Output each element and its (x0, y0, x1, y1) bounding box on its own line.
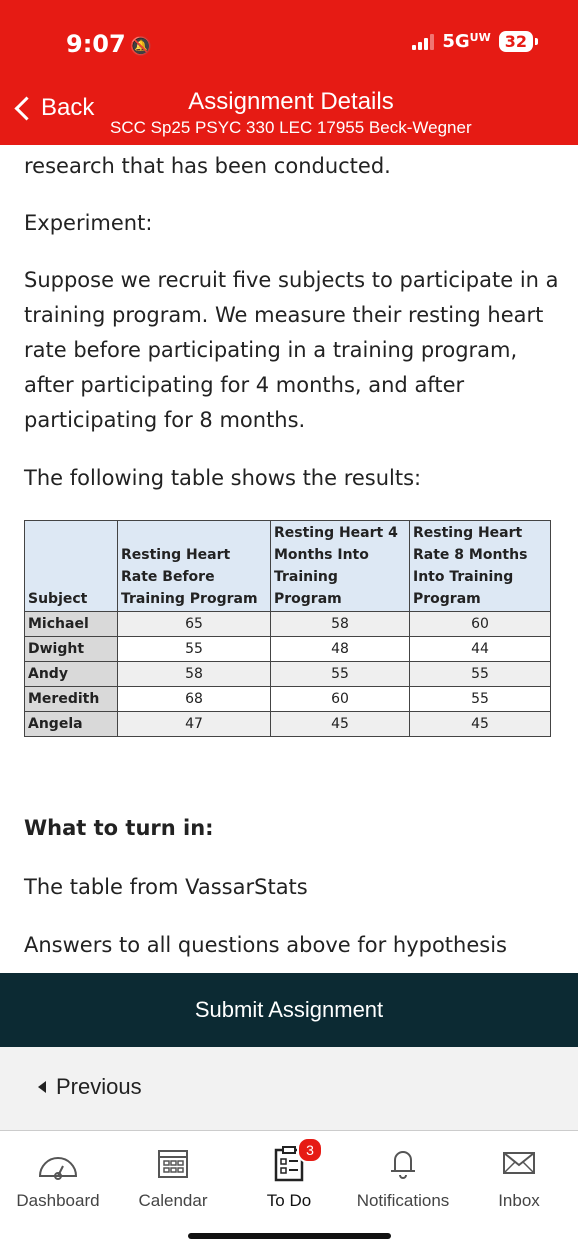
dashboard-icon (3, 1143, 113, 1183)
value-cell: 45 (270, 711, 410, 737)
signal-icon (412, 33, 435, 50)
value-cell: 48 (270, 636, 410, 662)
value-cell: 44 (409, 636, 551, 662)
tab-dashboard[interactable]: Dashboard (3, 1143, 113, 1211)
value-cell: 60 (409, 611, 551, 637)
previous-label: Previous (56, 1074, 142, 1099)
value-cell: 58 (270, 611, 410, 637)
tab-label: Inbox (498, 1191, 540, 1210)
tab-label: Calendar (138, 1191, 208, 1210)
experiment-heading: Experiment: (24, 211, 153, 235)
tab-label: Dashboard (16, 1191, 100, 1210)
table-header: Resting Heart Rate 8 Months Into Trainin… (409, 520, 551, 612)
tab-label: To Do (266, 1191, 312, 1210)
subject-cell: Angela (24, 711, 118, 737)
bottom-tab-bar: Dashboard Calendar 3 To Do Notifications… (0, 1130, 578, 1254)
turn-in-item: The table from VassarStats (24, 875, 308, 899)
value-cell: 68 (117, 686, 271, 712)
back-label: Back (41, 94, 95, 121)
value-cell: 55 (409, 661, 551, 687)
table-header: Resting Heart 4 Months Into Training Pro… (270, 520, 410, 612)
subject-cell: Michael (24, 611, 118, 637)
tab-notifications[interactable]: Notifications (348, 1143, 458, 1211)
value-cell: 65 (117, 611, 271, 637)
value-cell: 45 (409, 711, 551, 737)
footer-nav-area (0, 1047, 578, 1130)
tab-inbox[interactable]: Inbox (464, 1143, 574, 1211)
mute-bell-icon: 🔕 (129, 36, 153, 57)
envelope-icon (464, 1143, 574, 1183)
subject-cell: Dwight (24, 636, 118, 662)
value-cell: 55 (409, 686, 551, 712)
battery-tip (535, 38, 538, 45)
back-button[interactable]: Back (12, 94, 94, 122)
value-cell: 55 (270, 661, 410, 687)
results-table: Subject Resting Heart Rate Before Traini… (24, 520, 551, 737)
table-header: Subject (24, 520, 118, 612)
subject-cell: Andy (24, 661, 118, 687)
page-title: Assignment Details (188, 88, 394, 115)
table-row: Meredith 68 60 55 (24, 686, 551, 712)
table-row: Michael 65 58 60 (24, 611, 551, 637)
value-cell: 47 (117, 711, 271, 737)
todo-count-badge: 3 (297, 1137, 323, 1163)
network-label: 5GUW (442, 31, 491, 52)
tab-label: Notifications (356, 1191, 450, 1210)
header-bar: 9:07 🔕 5GUW 32 Back Assignment Details SC… (0, 0, 578, 145)
previous-button[interactable]: Previous (38, 1074, 142, 1100)
turn-in-heading: What to turn in: (24, 816, 214, 840)
paragraph: The following table shows the results: (24, 466, 422, 490)
table-row: Angela 47 45 45 (24, 711, 551, 737)
value-cell: 58 (117, 661, 271, 687)
home-indicator (188, 1233, 391, 1239)
subject-cell: Meredith (24, 686, 118, 712)
value-cell: 60 (270, 686, 410, 712)
submit-assignment-button[interactable]: Submit Assignment (0, 973, 578, 1047)
table-header: Resting Heart Rate Before Training Progr… (117, 520, 271, 612)
status-time: 9:07 🔕 (66, 30, 153, 58)
table-row: Dwight 55 48 44 (24, 636, 551, 662)
paragraph: Suppose we recruit five subjects to part… (24, 268, 559, 432)
tab-todo[interactable]: 3 To Do (234, 1137, 344, 1211)
calendar-icon (118, 1143, 228, 1183)
value-cell: 55 (117, 636, 271, 662)
paragraph: research that has been conducted. (24, 154, 391, 178)
course-subtitle: SCC Sp25 PSYC 330 LEC 17955 Beck-Wegner (110, 118, 472, 137)
status-icons: 5GUW 32 (412, 31, 538, 52)
battery-icon: 32 (498, 31, 533, 52)
bell-icon (348, 1143, 458, 1183)
tab-calendar[interactable]: Calendar (118, 1143, 228, 1211)
table-row: Andy 58 55 55 (24, 661, 551, 687)
caret-left-icon (38, 1081, 46, 1093)
turn-in-item: Answers to all questions above for hypot… (24, 933, 507, 957)
todo-icon: 3 (234, 1137, 344, 1183)
